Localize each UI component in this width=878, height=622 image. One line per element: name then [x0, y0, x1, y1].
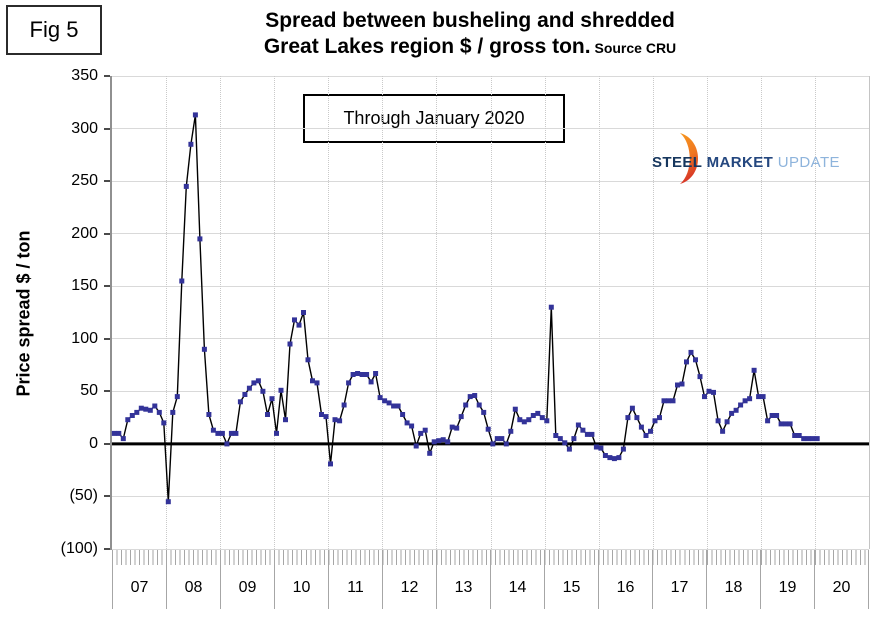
y-axis-tick: [104, 127, 110, 130]
v-gridline: [382, 76, 384, 549]
steel-market-update-logo: STEEL MARKET UPDATE: [648, 132, 840, 188]
plot-right-border: [869, 76, 870, 549]
x-axis-year-label: 17: [653, 550, 707, 609]
x-axis-year-row: 07 08 09 10 11 12 13 14 15 16 17 18 19 20: [112, 550, 869, 609]
y-tick-label: (100): [60, 540, 98, 557]
logo-word-market: MARKET: [702, 154, 774, 171]
y-tick-label: 300: [71, 119, 98, 137]
x-axis-year-label: 18: [707, 550, 761, 609]
v-gridline: [274, 76, 276, 549]
annotation-text: Through January 2020: [343, 108, 525, 128]
y-axis-tick: [104, 337, 110, 340]
y-tick-label: 350: [71, 67, 98, 84]
data-markers: [111, 112, 820, 505]
v-gridline: [220, 76, 222, 549]
chart-title-line2: Great Lakes region $ / gross ton. Source…: [263, 35, 677, 59]
v-gridline: [436, 76, 438, 549]
y-axis-tick: [104, 75, 110, 77]
v-gridline: [652, 76, 654, 549]
y-axis-tick: [104, 548, 110, 550]
figure-number-box: Fig 5: [6, 5, 102, 55]
v-gridline: [598, 76, 600, 549]
chart-title-line1: Spread between busheling and shredded: [265, 9, 675, 32]
v-gridline: [544, 76, 546, 549]
x-axis-year-label: 13: [437, 550, 491, 609]
x-axis-year-label: 15: [545, 550, 599, 609]
x-axis-year-label: 16: [599, 550, 653, 609]
v-gridline: [490, 76, 492, 549]
v-gridline: [706, 76, 708, 549]
chart-title-source: Source CRU: [590, 40, 677, 57]
y-axis-tick: [104, 442, 110, 445]
v-gridline: [166, 76, 168, 549]
y-tick-label: 250: [71, 172, 98, 190]
y-axis-tick: [104, 390, 110, 393]
v-gridline: [814, 76, 816, 549]
x-axis-year-label: 14: [491, 550, 545, 609]
y-axis-line: [110, 76, 112, 550]
x-axis-year-label: 08: [167, 550, 221, 609]
figure-number-label: Fig 5: [29, 17, 79, 42]
x-axis-year-label: 12: [383, 550, 437, 609]
x-axis-year-label: 19: [761, 550, 815, 609]
y-axis-tick: [104, 285, 110, 288]
y-tick-label: 0: [89, 434, 98, 452]
h-gridline: [112, 548, 869, 550]
y-tick-label: (50): [69, 487, 98, 505]
y-axis-tick: [104, 232, 110, 235]
logo-word-update: UPDATE: [773, 154, 840, 171]
y-tick-label: 50: [80, 382, 98, 400]
y-axis-tick: [104, 180, 110, 183]
x-axis-year-label: 07: [112, 550, 167, 609]
chart-title: Spread between busheling and shredded Gr…: [100, 8, 840, 61]
x-axis-year-label: 10: [275, 550, 329, 609]
y-tick-label: 200: [71, 224, 98, 242]
x-axis-year-label: 11: [329, 550, 383, 609]
y-tick-label: 100: [71, 329, 98, 347]
v-gridline: [328, 76, 330, 549]
crescent-icon: [680, 133, 698, 184]
annotation-box: Through January 2020: [303, 94, 565, 143]
x-axis-year-label: 09: [221, 550, 275, 609]
x-axis-year-label: 20: [815, 550, 869, 609]
logo-word-steel: STEEL: [652, 154, 703, 171]
v-gridline: [760, 76, 762, 549]
logo-text: STEEL MARKET UPDATE: [652, 154, 840, 171]
y-axis-tick: [104, 495, 110, 498]
y-tick-label: 150: [71, 277, 98, 295]
